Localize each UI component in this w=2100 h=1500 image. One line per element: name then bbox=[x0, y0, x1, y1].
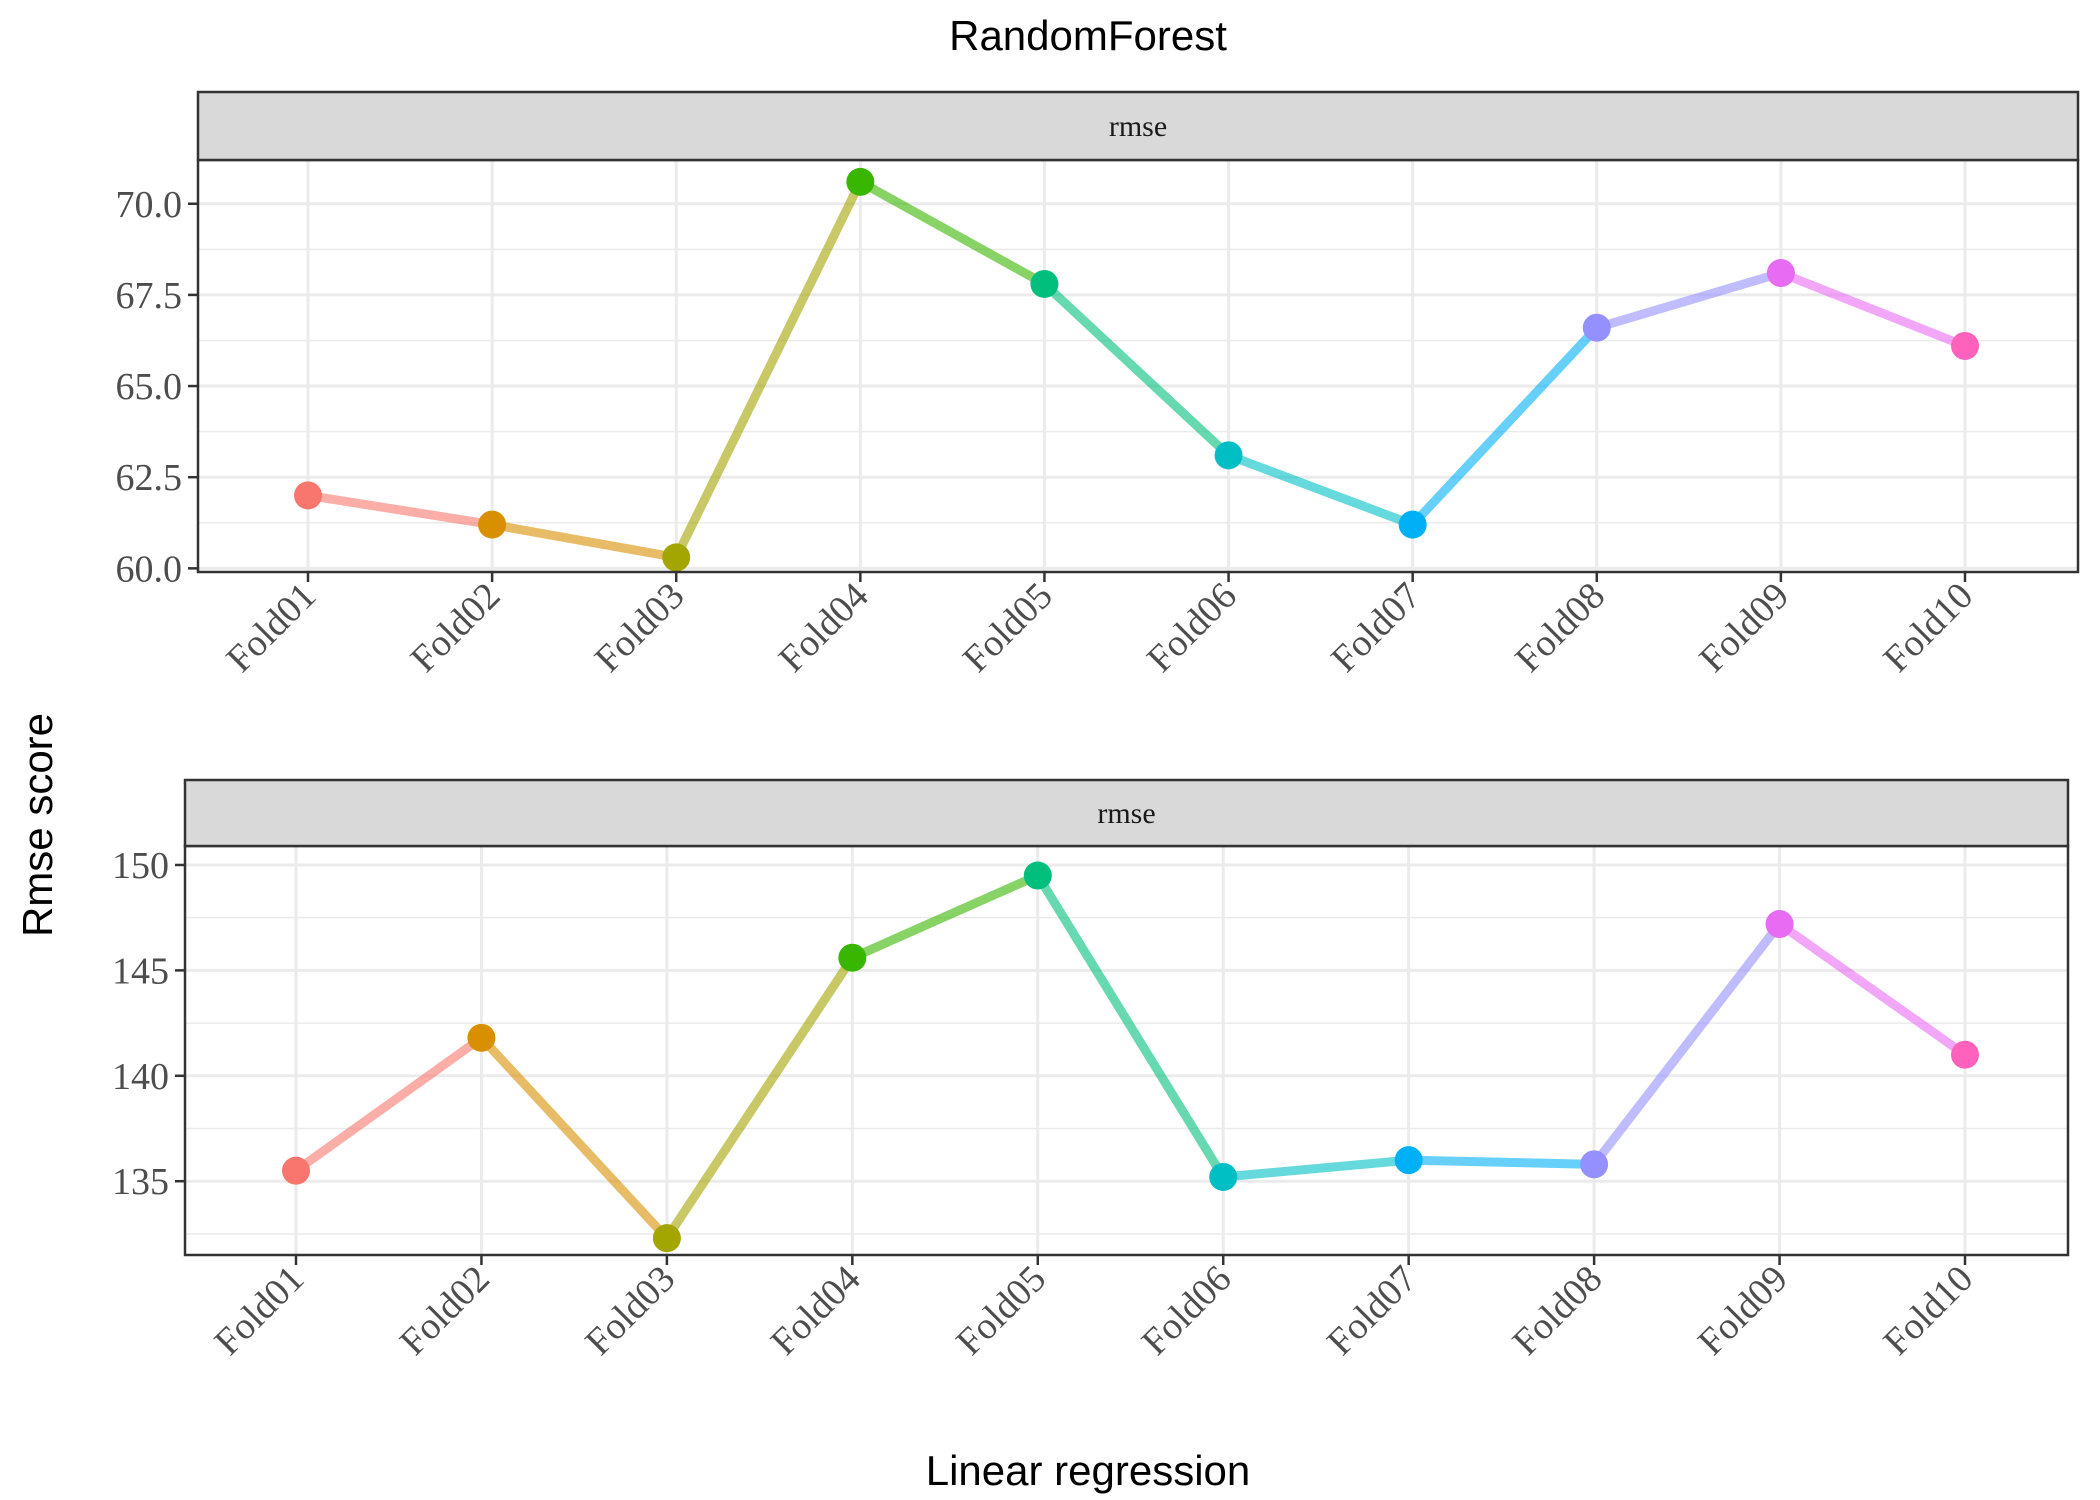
data-point-fold10 bbox=[1951, 331, 1979, 360]
x-tick-label: Fold01 bbox=[207, 1258, 313, 1364]
y-axis-title: Rmse score bbox=[14, 713, 61, 937]
x-tick-label: Fold06 bbox=[1139, 575, 1245, 681]
line-segment-fold03 bbox=[662, 953, 857, 1243]
data-point-fold07 bbox=[1398, 510, 1427, 539]
data-point-fold09 bbox=[1766, 259, 1795, 288]
y-tick-label: 65.0 bbox=[116, 366, 183, 408]
panel-1: rmse 60.0 62.5 65.0 67.5 70.0 Fold01 Fold02 Fold… bbox=[116, 90, 2080, 681]
data-point-fold06 bbox=[1214, 441, 1243, 470]
line-segment-fold02 bbox=[476, 1033, 672, 1243]
data-point-fold02 bbox=[478, 510, 507, 539]
line-segment-fold08 bbox=[1589, 919, 1785, 1169]
line-segment-fold03 bbox=[671, 177, 865, 562]
chart-title: RandomForest bbox=[949, 12, 1227, 59]
y-tick-label: 140 bbox=[112, 1056, 169, 1098]
x-tick-label: Fold04 bbox=[771, 575, 877, 681]
data-point-fold01 bbox=[294, 481, 322, 510]
x-tick-label: Fold02 bbox=[403, 575, 509, 681]
line-segment-fold07 bbox=[1408, 323, 1602, 530]
line-segment-fold06 bbox=[1224, 450, 1418, 530]
line-segment-fold09 bbox=[1775, 919, 1970, 1060]
data-point-fold10 bbox=[1951, 1040, 1979, 1069]
x-tick-label: Fold03 bbox=[587, 575, 693, 681]
data-point-fold04 bbox=[846, 167, 875, 196]
line-segment-fold09 bbox=[1776, 268, 1970, 351]
x-tick-label: Fold07 bbox=[1319, 1258, 1425, 1364]
y-tick-label: 60.0 bbox=[116, 548, 183, 590]
line-segment-fold04 bbox=[847, 871, 1043, 963]
data-point-fold08 bbox=[1580, 1150, 1609, 1179]
y-tick-label: 135 bbox=[112, 1161, 169, 1203]
y-tick-label: 67.5 bbox=[116, 275, 183, 317]
line-segment-fold02 bbox=[487, 520, 681, 562]
y-tick-label: 62.5 bbox=[116, 457, 183, 499]
line-segment-fold07 bbox=[1404, 1155, 1599, 1169]
x-tick-label: Fold02 bbox=[392, 1258, 498, 1364]
facet-strip-label: rmse bbox=[1097, 797, 1155, 830]
x-tick-label: Fold08 bbox=[1507, 575, 1613, 681]
x-axis-title: Linear regression bbox=[926, 1447, 1251, 1494]
line-segment-fold06 bbox=[1218, 1155, 1414, 1182]
y-tick-label: 150 bbox=[112, 845, 169, 887]
data-point-fold02 bbox=[467, 1023, 496, 1052]
x-tick-label: Fold04 bbox=[763, 1258, 869, 1364]
x-tick-label: Fold10 bbox=[1876, 575, 1982, 681]
x-tick-label: Fold06 bbox=[1134, 1258, 1240, 1364]
data-point-fold09 bbox=[1765, 910, 1794, 939]
line-segment-fold08 bbox=[1592, 268, 1786, 333]
data-point-fold06 bbox=[1209, 1162, 1238, 1191]
line-segment-fold04 bbox=[855, 177, 1049, 289]
x-tick-label: Fold08 bbox=[1505, 1258, 1611, 1364]
x-tick-label: Fold05 bbox=[948, 1258, 1054, 1364]
facet-strip bbox=[183, 778, 2070, 848]
line-segment-fold01 bbox=[303, 490, 497, 530]
line-segment-fold05 bbox=[1039, 279, 1234, 460]
data-point-fold01 bbox=[282, 1156, 310, 1185]
line-segment-fold05 bbox=[1033, 871, 1228, 1182]
facet-strip bbox=[196, 90, 2080, 162]
data-point-fold07 bbox=[1394, 1146, 1423, 1175]
x-tick-label: Fold01 bbox=[219, 575, 325, 681]
y-tick-label: 70.0 bbox=[116, 184, 183, 226]
data-point-fold05 bbox=[1030, 269, 1059, 298]
data-point-fold05 bbox=[1023, 861, 1052, 890]
data-point-fold03 bbox=[652, 1224, 681, 1253]
x-tick-label: Fold10 bbox=[1876, 1258, 1982, 1364]
panel-2: rmse 135 140 145 150 Fold01 Fold02 Fold03 Fold04… bbox=[112, 778, 2070, 1364]
x-tick-label: Fold05 bbox=[955, 575, 1061, 681]
data-point-fold04 bbox=[838, 943, 867, 972]
x-tick-label: Fold09 bbox=[1690, 1258, 1796, 1364]
facet-strip-label: rmse bbox=[1109, 110, 1167, 143]
x-tick-label: Fold03 bbox=[577, 1258, 683, 1364]
data-point-fold08 bbox=[1582, 313, 1611, 342]
y-tick-label: 145 bbox=[112, 950, 169, 992]
x-tick-label: Fold09 bbox=[1691, 575, 1797, 681]
line-segment-fold01 bbox=[291, 1033, 486, 1176]
facet-panels: rmse 60.0 62.5 65.0 67.5 70.0 Fold01 Fold02 Fold… bbox=[112, 90, 2080, 1364]
data-point-fold03 bbox=[662, 543, 691, 572]
x-tick-label: Fold07 bbox=[1323, 575, 1429, 681]
